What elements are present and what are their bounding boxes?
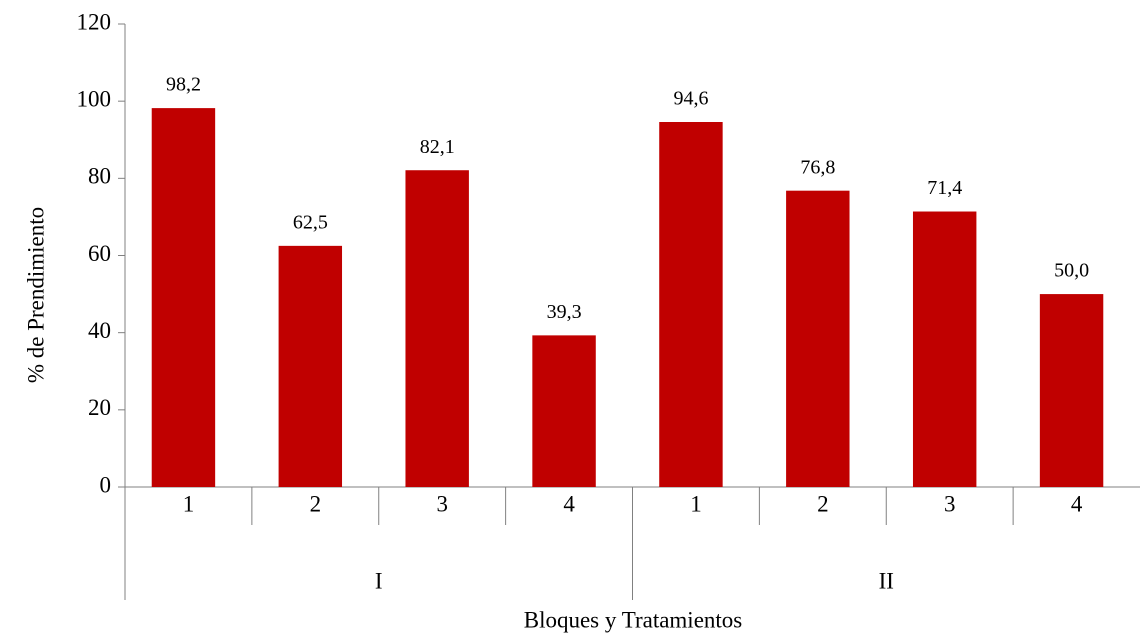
group-label: II <box>879 568 894 593</box>
bar <box>151 108 216 487</box>
x-tick-label: 1 <box>183 491 195 516</box>
value-label: 62,5 <box>293 211 328 233</box>
x-tick-label: 4 <box>563 491 575 516</box>
y-tick-label: 40 <box>88 318 111 343</box>
x-tick-label: 3 <box>944 491 956 516</box>
value-label: 82,1 <box>420 136 455 158</box>
y-tick-label: 120 <box>77 9 112 34</box>
value-label: 39,3 <box>547 301 582 323</box>
x-tick-label: 4 <box>1071 491 1083 516</box>
x-axis-title: Bloques y Tratamientos <box>524 607 743 632</box>
x-tick-label: 2 <box>817 491 829 516</box>
bar <box>912 211 977 487</box>
bar <box>278 245 343 487</box>
value-label: 71,4 <box>927 177 962 199</box>
x-tick-label: 3 <box>436 491 448 516</box>
y-tick-label: 20 <box>88 395 111 420</box>
y-axis-title: % de Prendimiento <box>23 207 48 383</box>
bar <box>659 122 723 488</box>
value-label: 50,0 <box>1054 260 1089 282</box>
value-label: 98,2 <box>166 74 201 96</box>
bar <box>786 190 850 487</box>
value-label: 94,6 <box>673 88 708 110</box>
y-tick-label: 80 <box>88 164 111 189</box>
x-tick-label: 2 <box>310 491 322 516</box>
x-tick-label: 1 <box>690 491 702 516</box>
y-tick-label: 100 <box>77 86 112 111</box>
bar <box>405 170 469 487</box>
y-tick-label: 60 <box>88 241 111 266</box>
value-label: 76,8 <box>800 156 835 178</box>
bar <box>1039 294 1104 487</box>
group-label: I <box>375 568 383 593</box>
y-tick-label: 0 <box>100 472 112 497</box>
bar <box>532 335 596 487</box>
